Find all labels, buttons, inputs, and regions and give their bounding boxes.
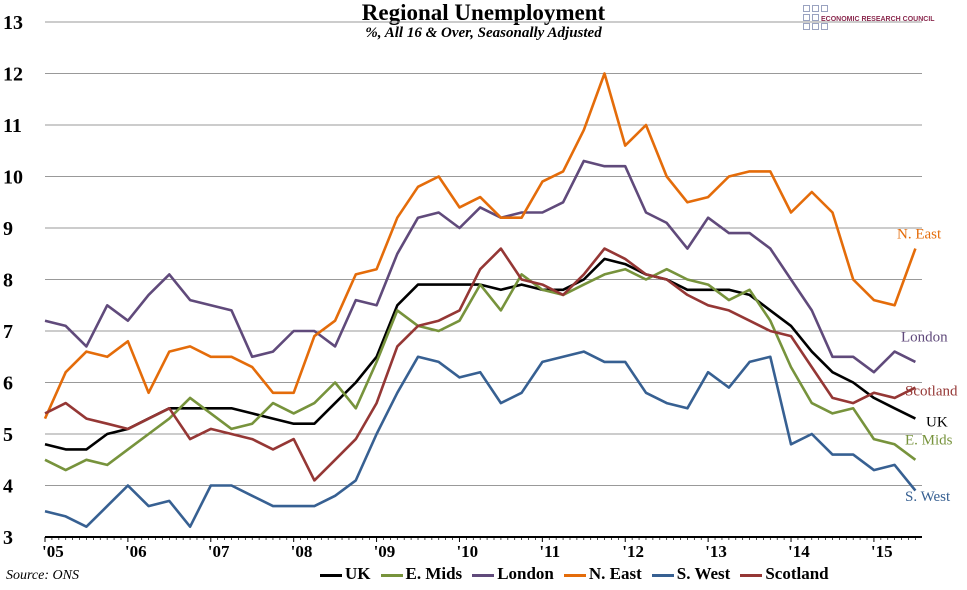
x-tick-label: '10 [456,542,478,561]
legend-swatch [651,573,674,577]
legend-label: London [497,564,554,583]
series-end-label: Scotland [905,383,958,399]
legend-swatch [740,573,763,577]
x-tick-label: '06 [125,542,147,561]
legend-item: London [472,564,554,584]
legend-swatch [472,573,495,577]
series-line-london [44,159,916,374]
series-line-e-mids [44,267,917,472]
logo: ECONOMIC RESEARCH COUNCIL [803,5,935,32]
y-tick-label: 13 [3,12,23,34]
legend: UK E. Mids London N. East S. West Scotland [320,564,829,584]
legend-label: N. East [588,564,642,583]
legend-label: S. West [676,564,731,583]
y-tick-label: 6 [3,373,13,395]
x-tick-label: '11 [539,542,560,561]
legend-item: Scotland [740,564,829,584]
series-end-label: UK [926,414,948,430]
legend-item: UK [320,564,371,584]
series-end-label: S. West [905,489,951,505]
series-end-label: E. Mids [905,432,953,448]
x-tick-label: '12 [622,542,644,561]
y-tick-label: 11 [3,115,22,137]
legend-item: S. West [651,564,731,584]
y-tick-label: 3 [3,527,13,549]
x-tick-label: '09 [374,542,396,561]
y-tick-label: 4 [3,476,13,498]
legend-label: UK [345,564,371,583]
y-tick-label: 8 [3,270,13,292]
x-tick-label: '15 [871,542,893,561]
legend-item: E. Mids [380,564,463,584]
chart-title: Regional Unemployment [361,0,606,25]
x-tick-label: '08 [291,542,313,561]
x-tick-label: '14 [788,542,810,561]
source-note: Source: ONS [6,568,79,583]
legend-label: E. Mids [405,564,463,583]
y-tick-label: 10 [3,167,23,189]
legend-swatch [563,573,586,577]
x-tick-label: '07 [208,542,230,561]
chart-subtitle: %, All 16 & Over, Seasonally Adjusted [365,25,602,41]
legend-swatch [320,573,342,577]
series-end-label: London [901,329,948,345]
y-tick-label: 5 [3,424,13,446]
x-tick-label: '05 [42,542,64,561]
legend-swatch [380,573,403,577]
legend-label: Scotland [765,564,829,583]
logo-text: ECONOMIC RESEARCH COUNCIL [821,16,935,23]
y-tick-label: 7 [3,321,13,343]
series-line-s-west [44,350,917,529]
y-tick-label: 9 [3,218,13,240]
series-end-label: N. East [897,226,942,242]
series-line-n-east [43,72,917,420]
x-tick-label: '13 [705,542,727,561]
series-line-scotland [44,247,916,482]
y-tick-label: 12 [3,64,23,86]
legend-item: N. East [563,564,642,584]
